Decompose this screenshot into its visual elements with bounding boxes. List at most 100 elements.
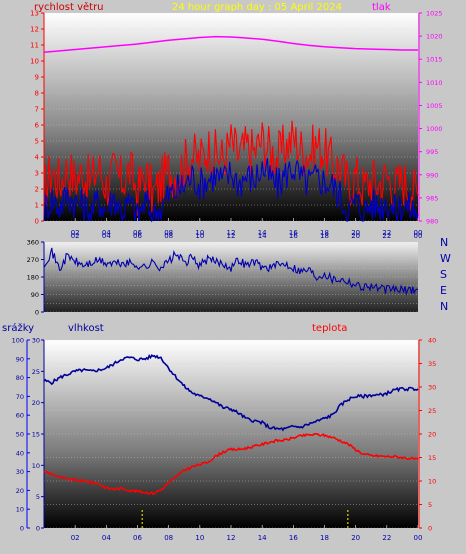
rain-tick-label: 10 (16, 506, 24, 514)
wind-time-label: 02 (71, 229, 80, 237)
direction-tick-label: 270 (27, 256, 39, 264)
wind-tick-label: 0 (35, 218, 39, 226)
wind-time-label: 00 (414, 229, 423, 237)
series-line-wind-gust (43, 158, 419, 223)
temperature-tick-label: 0 (428, 525, 432, 533)
humidity-tick-label: 25 (32, 368, 40, 376)
humidity-tick-label: 30 (32, 337, 40, 345)
direction-time-label: 18 (320, 232, 329, 240)
pressure-tick-label: 1000 (426, 125, 443, 133)
pressure-axis: 980 985 990 995 1000 1005 1010 1015 1020 1025 (418, 10, 443, 226)
climate-time-label: 20 (351, 534, 360, 542)
wind-tick-label: 11 (30, 42, 39, 50)
humidity-tick-label: 15 (32, 431, 40, 439)
wind-time-label: 20 (351, 229, 360, 237)
temperature-tick-label: 40 (428, 337, 436, 345)
wind-tick-label: 3 (35, 170, 39, 178)
wind-tick-label: 13 (30, 10, 39, 18)
pressure-tick-label: 995 (426, 148, 438, 156)
climate-time-label: 22 (382, 534, 391, 542)
wind-tick-label: 5 (35, 138, 39, 146)
temperature-tick-label: 20 (428, 431, 436, 439)
direction-time-label: 14 (258, 232, 267, 240)
direction-tick-label: 360 (27, 239, 39, 247)
rain-tick-label: 20 (16, 487, 24, 495)
direction-series (43, 247, 419, 297)
pressure-label: tlak (372, 2, 391, 13)
climate-time-label: 04 (102, 534, 111, 542)
temperature-label: teplota (312, 323, 347, 334)
pressure-tick-label: 985 (426, 194, 438, 202)
rain-tick-label: 90 (16, 355, 24, 363)
temperature-tick-label: 25 (428, 407, 436, 415)
rain-label: srážky (2, 322, 34, 334)
series-line-wind-direction (43, 247, 419, 297)
rain-tick-label: 60 (16, 412, 24, 420)
temperature-tick-label: 35 (428, 360, 436, 368)
rain-tick-label: 40 (16, 449, 24, 457)
direction-time-label: 08 (164, 232, 173, 240)
humidity-tick-label: 0 (36, 525, 40, 533)
temperature-tick-label: 5 (428, 501, 432, 509)
pressure-tick-label: 1010 (426, 79, 443, 87)
wind-series (43, 35, 419, 223)
direction-time-label: 12 (227, 232, 236, 240)
pressure-tick-label: 1025 (426, 10, 443, 18)
wind-time-label: 06 (133, 229, 142, 237)
temperature-tick-label: 15 (428, 454, 436, 462)
wind-time-label: 12 (227, 229, 236, 237)
pressure-tick-label: 1020 (426, 33, 443, 41)
wind-time-label: 18 (320, 229, 329, 237)
climate-time-label: 12 (227, 534, 236, 542)
pressure-tick-label: 990 (426, 171, 438, 179)
wind-time-axis: 02 04 06 08 10 12 14 16 18 20 22 00 (71, 218, 423, 237)
humidity-tick-label: 5 (36, 493, 40, 501)
humidity-tick-label: 10 (32, 462, 40, 470)
pressure-tick-label: 980 (426, 218, 438, 226)
direction-time-label: 22 (382, 232, 391, 240)
wind-tick-label: 10 (30, 58, 39, 66)
wind-time-label: 14 (258, 229, 267, 237)
direction-tick-label: 180 (27, 274, 39, 282)
wind-time-label: 22 (382, 229, 391, 237)
climate-time-label: 06 (133, 534, 142, 542)
humidity-tick-label: 20 (32, 399, 40, 407)
direction-tick-label: 90 (31, 291, 39, 299)
direction-tick-label: 0 (35, 309, 39, 317)
rain-axis: 0 10 20 30 40 50 60 70 80 90 100 (12, 337, 30, 533)
wind-tick-label: 8 (35, 90, 39, 98)
direction-axis: 0 90 180 270 360 02 04 06 08 10 12 14 16 18 20 22 00 (27, 232, 423, 317)
wind-time-label: 04 (102, 229, 111, 237)
climate-time-label: 18 (320, 534, 329, 542)
humidity-temperature-panel: 0 10 20 30 40 50 60 70 80 90 100 0 5 10 15 20 25 30 0 5 10… (2, 322, 436, 542)
climate-time-axis: 02 04 06 08 10 12 14 16 18 20 22 00 (71, 525, 422, 542)
compass-letter: W (440, 252, 451, 265)
wind-time-label: 16 (289, 229, 298, 237)
compass-letter: E (440, 284, 447, 297)
temperature-axis: 0 5 10 15 20 25 30 35 40 (418, 337, 436, 533)
climate-time-label: 10 (195, 534, 204, 542)
pressure-tick-label: 1005 (426, 102, 443, 110)
rain-tick-label: 50 (16, 431, 24, 439)
wind-tick-label: 7 (35, 106, 39, 114)
wind-tick-label: 6 (35, 122, 40, 130)
compass-letter: S (440, 268, 447, 281)
direction-time-label: 04 (102, 232, 111, 240)
wind-tick-label: 9 (35, 74, 39, 82)
humidity-axis: 0 5 10 15 20 25 30 (32, 337, 45, 533)
direction-time-label: 16 (289, 232, 298, 240)
climate-time-label: 02 (71, 534, 80, 542)
rain-tick-label: 80 (16, 374, 24, 382)
chart-title: 24 hour graph day : 05 April 2024 (172, 2, 342, 13)
climate-time-label: 08 (164, 534, 173, 542)
direction-time-label: 00 (414, 232, 423, 240)
wind-time-label: 08 (164, 229, 173, 237)
climate-time-label: 16 (289, 534, 298, 542)
temperature-tick-label: 10 (428, 478, 436, 486)
rain-tick-label: 30 (16, 468, 24, 476)
climate-time-label: 14 (258, 534, 267, 542)
direction-time-label: 06 (133, 232, 142, 240)
